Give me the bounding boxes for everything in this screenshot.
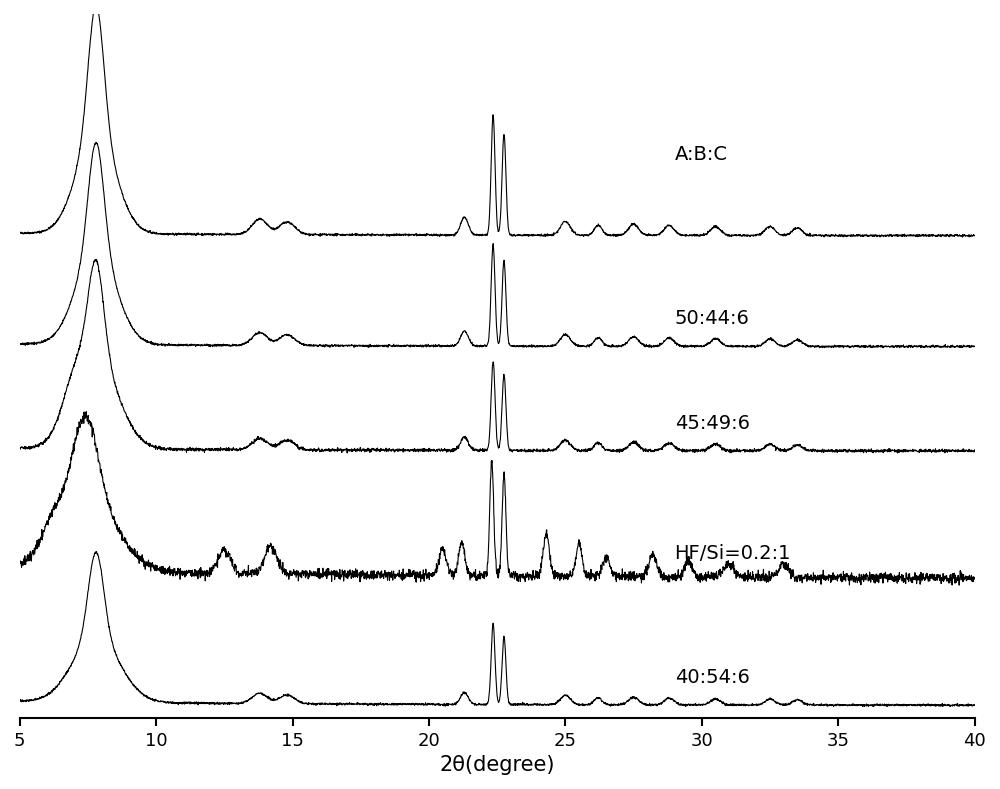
Text: HF/Si=0.2:1: HF/Si=0.2:1 — [675, 544, 791, 563]
Text: 50:44:6: 50:44:6 — [675, 309, 749, 328]
Text: 45:49:6: 45:49:6 — [675, 413, 750, 432]
Text: 40:54:6: 40:54:6 — [675, 668, 749, 687]
X-axis label: 2θ(degree): 2θ(degree) — [439, 755, 555, 775]
Text: A:B:C: A:B:C — [675, 145, 728, 164]
